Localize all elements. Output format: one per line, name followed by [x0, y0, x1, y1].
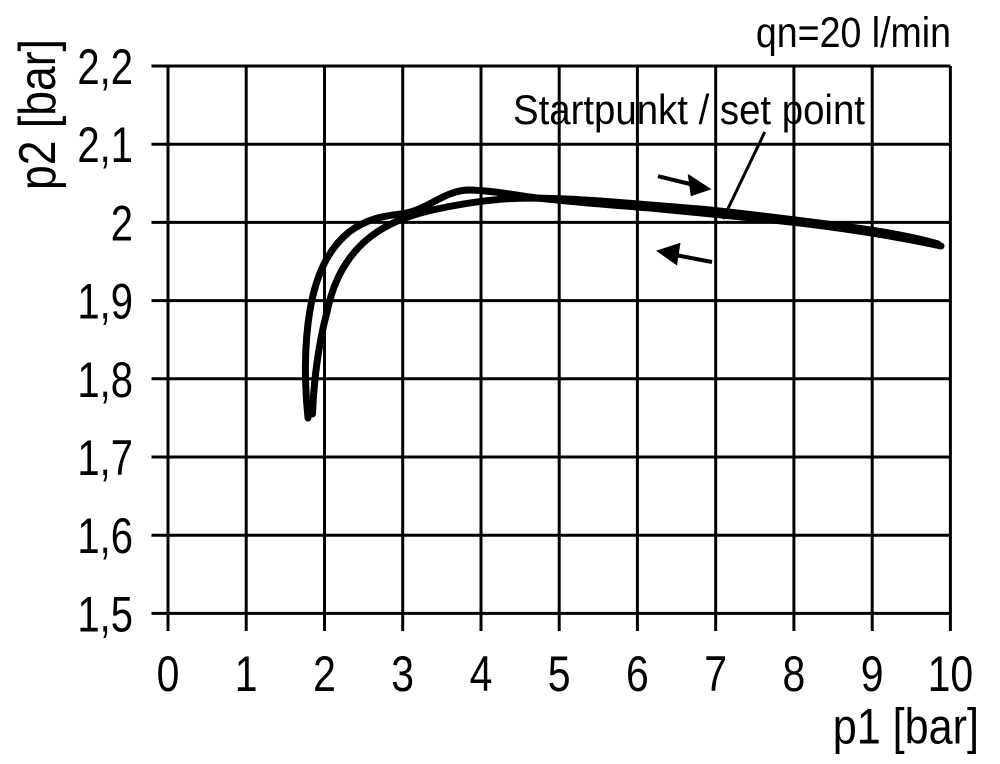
svg-text:p2 [bar]: p2 [bar]: [9, 39, 67, 190]
svg-text:2,1: 2,1: [77, 117, 133, 173]
svg-text:0: 0: [157, 646, 180, 702]
svg-text:1: 1: [235, 646, 258, 702]
svg-text:1,5: 1,5: [77, 586, 133, 642]
svg-text:7: 7: [704, 646, 727, 702]
svg-text:10: 10: [928, 646, 974, 702]
svg-text:6: 6: [626, 646, 649, 702]
svg-text:9: 9: [861, 646, 884, 702]
svg-text:1,9: 1,9: [77, 273, 133, 329]
svg-text:2,2: 2,2: [77, 39, 133, 95]
svg-text:1,7: 1,7: [77, 430, 133, 486]
svg-text:Startpunkt / set point: Startpunkt / set point: [513, 86, 865, 133]
svg-text:1,8: 1,8: [77, 352, 133, 408]
svg-text:qn=20 l/min: qn=20 l/min: [756, 8, 951, 57]
svg-text:3: 3: [391, 646, 414, 702]
svg-text:4: 4: [470, 646, 493, 702]
svg-text:2: 2: [111, 195, 133, 251]
svg-text:8: 8: [782, 646, 805, 702]
svg-text:2: 2: [313, 646, 336, 702]
svg-text:p1 [bar]: p1 [bar]: [833, 699, 979, 755]
svg-text:1,6: 1,6: [77, 508, 133, 564]
svg-text:5: 5: [548, 646, 571, 702]
